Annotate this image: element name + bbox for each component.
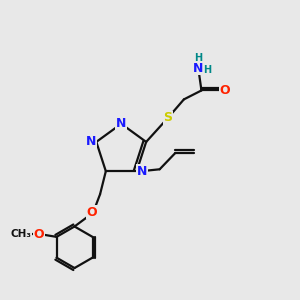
Text: N: N — [86, 135, 96, 148]
Text: H: H — [194, 53, 202, 64]
Text: H: H — [203, 65, 211, 75]
Text: O: O — [33, 228, 44, 241]
Text: N: N — [116, 117, 126, 130]
Text: CH₃: CH₃ — [11, 229, 32, 239]
Text: N: N — [193, 61, 203, 75]
Text: S: S — [164, 111, 172, 124]
Text: O: O — [86, 206, 97, 219]
Text: O: O — [220, 84, 230, 97]
Text: N: N — [136, 165, 147, 178]
